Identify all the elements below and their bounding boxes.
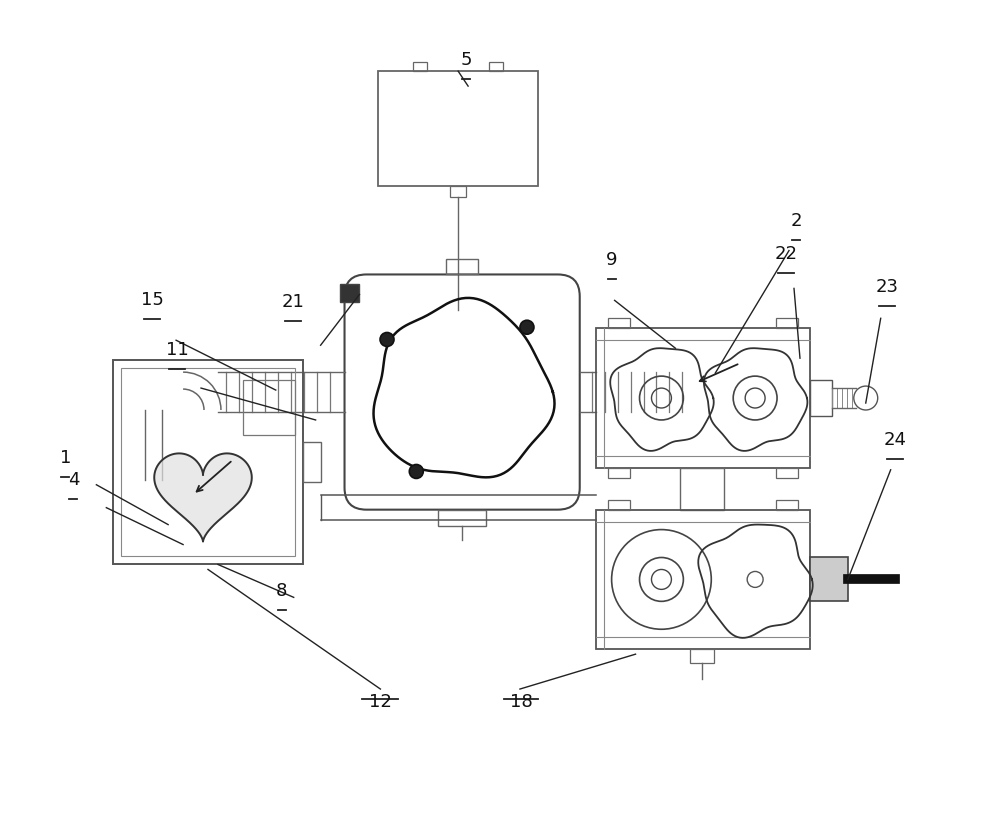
Text: 9: 9: [606, 251, 617, 269]
Circle shape: [409, 464, 423, 478]
Text: 1: 1: [60, 449, 71, 467]
Text: 18: 18: [510, 693, 532, 711]
Bar: [776, 468, 798, 477]
Bar: [608, 468, 630, 477]
Bar: [608, 319, 630, 328]
Bar: [776, 319, 798, 328]
Text: 24: 24: [883, 431, 906, 449]
Bar: [413, 62, 427, 71]
Bar: [776, 500, 798, 509]
Bar: [810, 380, 832, 416]
Text: 11: 11: [166, 342, 188, 360]
Text: 22: 22: [775, 246, 798, 264]
Bar: [113, 360, 303, 564]
Bar: [810, 558, 848, 601]
Bar: [438, 509, 486, 526]
Text: 5: 5: [460, 51, 472, 69]
Bar: [340, 284, 359, 302]
Bar: [446, 259, 478, 274]
Bar: [596, 328, 810, 468]
Bar: [303, 442, 321, 482]
Bar: [489, 62, 503, 71]
Text: 4: 4: [68, 471, 79, 489]
Bar: [680, 468, 724, 509]
Polygon shape: [154, 454, 252, 541]
Bar: [121, 369, 295, 556]
Text: 8: 8: [276, 582, 287, 600]
Text: 2: 2: [790, 211, 802, 229]
Text: 12: 12: [369, 693, 392, 711]
Bar: [596, 509, 810, 649]
Bar: [378, 71, 538, 186]
Bar: [243, 380, 295, 435]
Text: 21: 21: [281, 293, 304, 311]
Circle shape: [380, 333, 394, 346]
Bar: [450, 186, 466, 197]
Text: 15: 15: [141, 292, 164, 310]
Bar: [608, 500, 630, 509]
Text: 23: 23: [875, 278, 898, 296]
Bar: [690, 649, 714, 663]
Circle shape: [520, 320, 534, 334]
